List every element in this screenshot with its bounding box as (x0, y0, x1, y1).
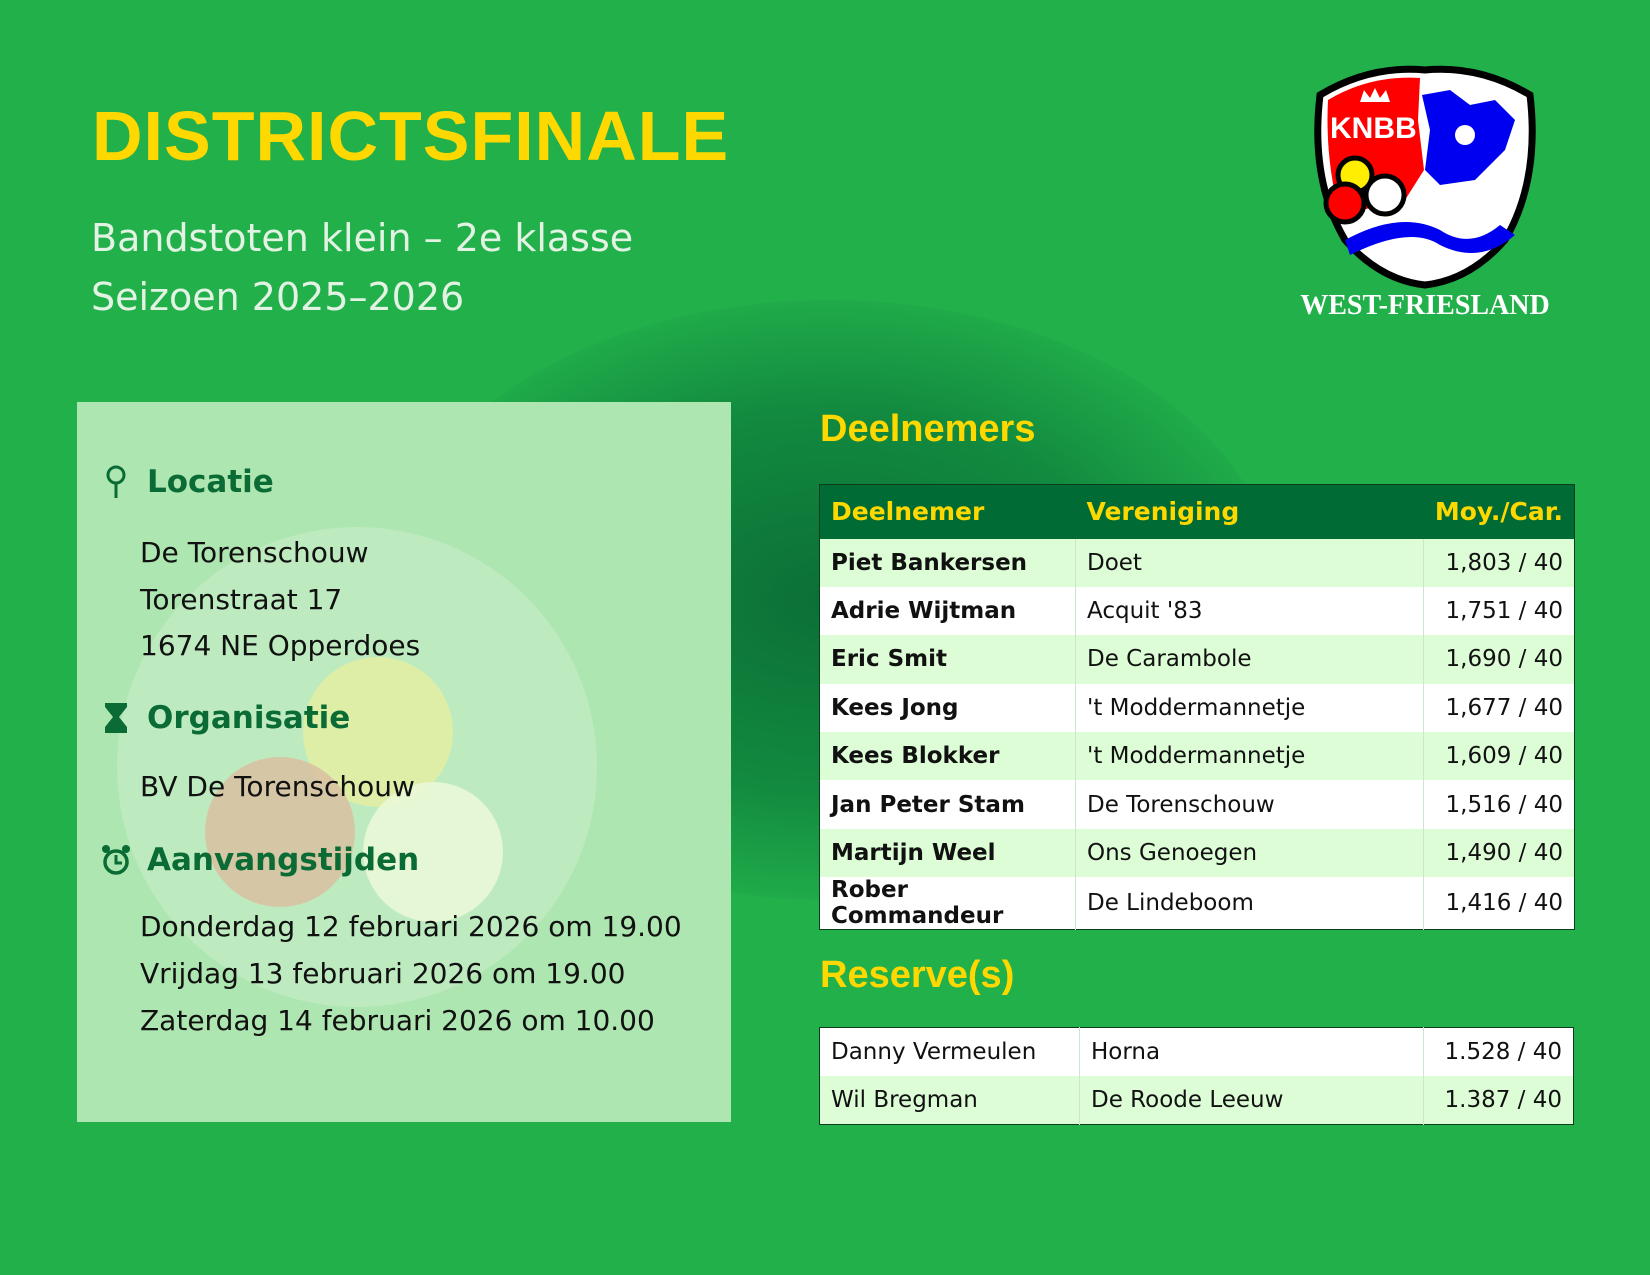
average-cell: 1,690 / 40 (1423, 635, 1575, 684)
average-cell: 1,516 / 40 (1423, 780, 1575, 829)
table-row: Jan Peter Stam De Torenschouw 1,516 / 40 (819, 780, 1575, 829)
club-cell: De Roode Leeuw (1079, 1075, 1424, 1125)
address-line: Torenstraat 17 (140, 583, 343, 616)
club-cell: De Carambole (1074, 635, 1424, 684)
participants-heading: Deelnemers (820, 408, 1036, 450)
club-cell: De Lindeboom (1074, 877, 1424, 930)
column-header: Vereniging (1075, 484, 1424, 539)
name-cell: Martijn Weel (819, 828, 1076, 878)
table-row: Danny Vermeulen Horna 1.528 / 40 (819, 1027, 1574, 1076)
name-cell: Piet Bankersen (819, 538, 1076, 587)
time-line: Zaterdag 14 februari 2026 om 10.00 (140, 1004, 655, 1037)
column-header: Moy./Car. (1423, 484, 1575, 539)
table-row: Kees Jong't Moddermannetje 1,677 / 40 (819, 683, 1575, 733)
club-cell: 't Moddermannetje (1074, 683, 1424, 733)
location-heading-text: Locatie (147, 464, 274, 500)
logo-region: WEST-FRIESLAND (1300, 290, 1550, 321)
page-title: DISTRICTSFINALE (92, 97, 730, 175)
time-line: Vrijdag 13 februari 2026 om 19.00 (140, 957, 626, 990)
address-line: De Torenschouw (140, 536, 369, 569)
table-row: Adrie Wijtman Acquit '83 1,751 / 40 (819, 586, 1575, 636)
name-cell: Jan Peter Stam (819, 780, 1076, 829)
knbb-logo: KNBB (1314, 65, 1536, 289)
club-cell: Ons Genoegen (1074, 828, 1424, 878)
average-cell: 1.528 / 40 (1423, 1027, 1574, 1076)
name-cell: Adrie Wijtman (819, 586, 1076, 636)
times-heading: Aanvangstijden (101, 842, 419, 878)
name-cell: Wil Bregman (819, 1075, 1080, 1125)
location-heading: Locatie (101, 464, 274, 500)
time-line: Donderdag 12 februari 2026 om 19.00 (140, 910, 682, 943)
name-cell: Kees Jong (819, 683, 1076, 733)
reserves-heading: Reserve(s) (820, 954, 1015, 996)
club-cell: Doet (1074, 538, 1424, 587)
name-cell: Kees Blokker (819, 732, 1076, 781)
reserves-table: Danny Vermeulen Horna 1.528 / 40 Wil Bregma… (819, 1027, 1574, 1125)
name-cell: Rober Commandeur (819, 877, 1076, 930)
participants-table: Deelnemer Vereniging Moy./Car. Piet Bank… (819, 484, 1575, 931)
average-cell: 1,751 / 40 (1423, 586, 1575, 636)
average-cell: 1,803 / 40 (1423, 538, 1575, 587)
season: Seizoen 2025–2026 (91, 275, 465, 319)
crown-icon (1360, 88, 1390, 102)
organisation-line: BV De Torenschouw (140, 770, 415, 803)
club-cell: Acquit '83 (1074, 586, 1424, 636)
address-line: 1674 NE Opperdoes (140, 629, 421, 662)
alarm-clock-icon (102, 845, 130, 875)
subtitle: Bandstoten klein – 2e klasse (91, 216, 634, 260)
logo-text: KNBB (1330, 112, 1417, 145)
table-row: Kees Blokker't Moddermannetje 1,609 / 40 (819, 732, 1575, 781)
map-pin-icon (106, 465, 126, 498)
club-cell: De Torenschouw (1074, 780, 1424, 829)
table-row: Wil Bregman De Roode Leeuw 1.387 / 40 (819, 1075, 1574, 1125)
average-cell: 1,609 / 40 (1423, 732, 1575, 781)
club-cell: 't Moddermannetje (1074, 732, 1424, 781)
table-row: Piet Bankersen Doet 1,803 / 40 (819, 538, 1575, 587)
table-row: Eric Smit De Carambole 1,690 / 40 (819, 635, 1575, 684)
clover-icon (1455, 125, 1475, 145)
club-cell: Horna (1079, 1027, 1424, 1076)
average-cell: 1,490 / 40 (1423, 828, 1575, 878)
average-cell: 1.387 / 40 (1423, 1075, 1574, 1125)
organisation-heading: Organisatie (101, 700, 350, 736)
column-header: Deelnemer (819, 484, 1076, 539)
name-cell: Danny Vermeulen (819, 1027, 1080, 1076)
white-ball-decor (363, 782, 503, 922)
trophy-icon (105, 703, 127, 733)
average-cell: 1,677 / 40 (1423, 683, 1575, 733)
info-panel: Locatie De Torenschouw Torenstraat 17 16… (77, 402, 731, 1122)
table-row: Martijn Weel Ons Genoegen 1,490 / 40 (819, 828, 1575, 878)
average-cell: 1,416 / 40 (1423, 877, 1575, 930)
table-row: Rober Commandeur De Lindeboom 1,416 / 40 (819, 877, 1575, 930)
name-cell: Eric Smit (819, 635, 1076, 684)
organisation-heading-text: Organisatie (147, 700, 351, 736)
red-ball-decor (205, 757, 355, 907)
times-heading-text: Aanvangstijden (147, 842, 420, 878)
